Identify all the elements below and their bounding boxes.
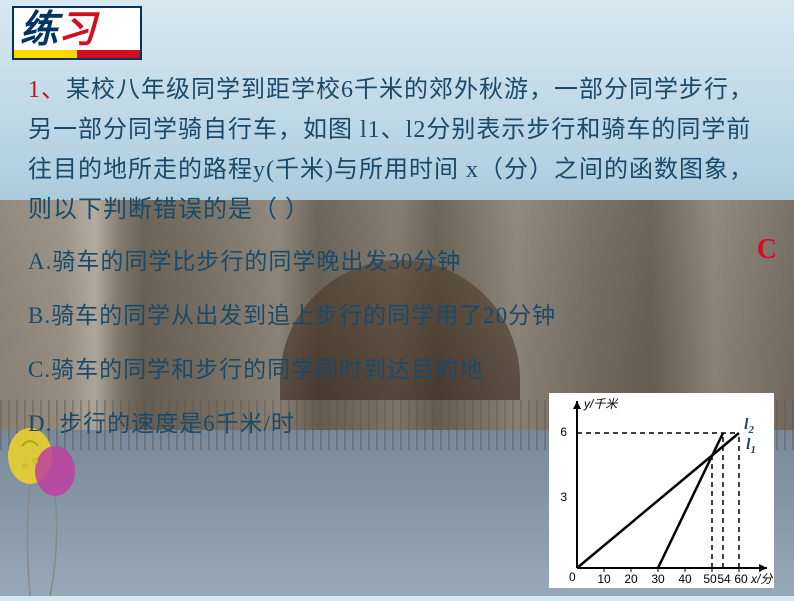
origin-label: 0 [569, 570, 576, 584]
header-accent-bar [14, 50, 140, 58]
xtick-50: 50 [703, 572, 717, 586]
question-text: 1、某校八年级同学到距学校6千米的郊外秋游，一部分同学步行，另一部分同学骑自行车… [28, 70, 768, 230]
option-b: B.骑车的同学从出发到追上步行的同学用了20分钟 [28, 296, 768, 336]
ytick-6: 6 [560, 425, 567, 439]
header-title: 练习 [14, 8, 140, 52]
xtick-20: 20 [624, 572, 638, 586]
question-body: 某校八年级同学到距学校6千米的郊外秋游，一部分同学步行，另一部分同学骑自行车，如… [28, 77, 754, 223]
chart-line-l1 [577, 433, 739, 568]
header-char-2: 习 [58, 9, 96, 51]
line-label-l1: l1 [746, 436, 756, 456]
x-axis-label: x/分 [750, 572, 773, 586]
xtick-60: 60 [734, 572, 748, 586]
line-chart: 3 6 10 20 30 40 50 54 60 0 y/千米 x/分 l2 l… [549, 393, 774, 588]
answer-mark: C [757, 230, 778, 270]
question-number: 1、 [28, 77, 66, 103]
header-char-1: 练 [20, 9, 58, 51]
xtick-54: 54 [717, 572, 731, 586]
ytick-3: 3 [560, 490, 567, 504]
option-c: C.骑车的同学和步行的同学同时到达目的地 [28, 350, 768, 390]
header-title-box: 练习 [12, 6, 142, 60]
xtick-10: 10 [597, 572, 611, 586]
chart-line-l2 [658, 433, 723, 568]
y-axis-label: y/千米 [583, 397, 619, 411]
line-label-l2: l2 [744, 416, 754, 436]
xtick-30: 30 [651, 572, 665, 586]
option-a: A.骑车的同学比步行的同学晚出发30分钟 [28, 242, 768, 282]
xtick-40: 40 [678, 572, 692, 586]
